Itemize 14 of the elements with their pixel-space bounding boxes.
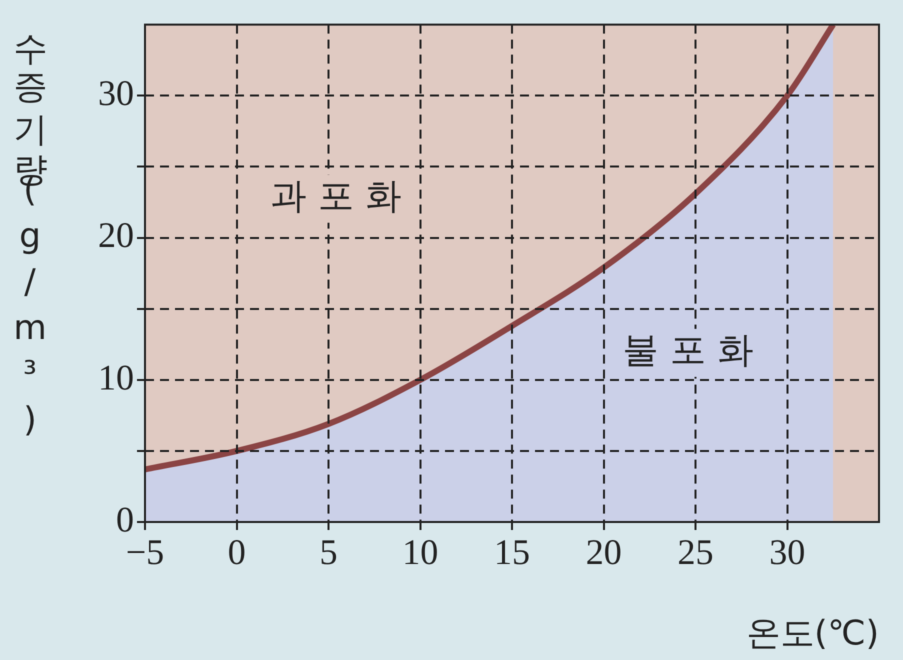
x-tick-label: 10 (402, 532, 438, 572)
x-axis-title: 온도(℃) (746, 613, 879, 654)
y-tick-label: 30 (98, 73, 134, 114)
annotation: 과 포 화 (270, 176, 402, 218)
x-tick-label: 20 (586, 532, 622, 572)
x-tick-label: 25 (678, 532, 714, 572)
y-tick-label: 10 (98, 357, 134, 398)
annotation: 불 포 화 (622, 330, 754, 372)
x-tick-label: 0 (228, 532, 246, 572)
x-tick-label: 30 (769, 532, 806, 572)
x-tick-label: 5 (320, 532, 338, 572)
y-axis-title: 수증기량(g/m³) (10, 10, 50, 446)
x-tick-label: 15 (494, 532, 530, 572)
y-tick-label: 20 (98, 215, 134, 256)
